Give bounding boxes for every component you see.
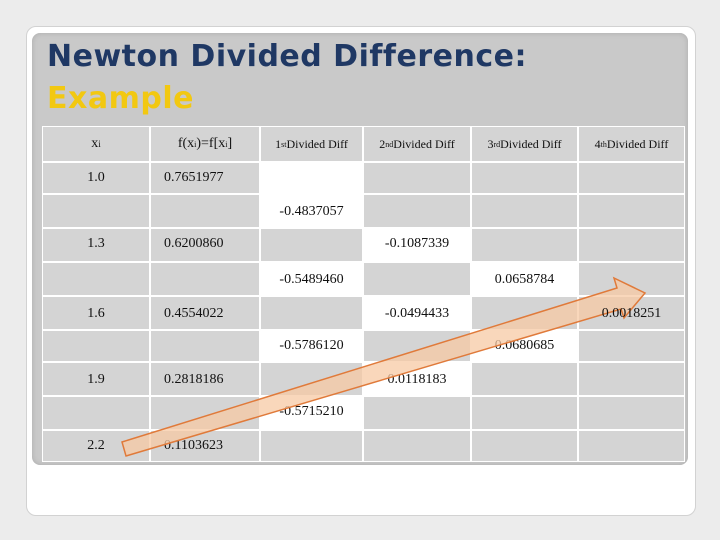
x-value: 1.0 [87, 170, 105, 185]
d2-value: -0.1087339 [384, 236, 450, 251]
table-cell-bg [151, 229, 259, 261]
x-value: 1.3 [87, 236, 105, 251]
title-line-1: Newton Divided Difference: [47, 39, 527, 74]
d3-value: 0.0658784 [494, 272, 555, 287]
d1-value: -0.5786120 [279, 338, 344, 353]
f-value: 0.7651977 [164, 170, 224, 185]
table-cell-bg [151, 363, 259, 395]
table-cell-bg [261, 163, 362, 193]
table-cell-bg [472, 229, 577, 261]
table-cell-bg [43, 163, 149, 193]
table-cell-bg [151, 297, 259, 329]
table-cell-bg [579, 331, 684, 361]
title-line-2: Example [47, 81, 194, 116]
table-cell-bg [43, 331, 149, 361]
table-cell-bg [579, 163, 684, 193]
table-cell-bg [364, 297, 470, 329]
table-cell-bg [579, 127, 684, 161]
f-value: 0.1103623 [164, 438, 223, 453]
table-cell-bg [151, 195, 259, 227]
d1-value: -0.4837057 [279, 204, 344, 219]
header-fxi: f(x i)=f[x i] [177, 136, 233, 151]
table-cell-bg [364, 397, 470, 429]
table-cell-bg [364, 229, 470, 261]
table-cell-bg [43, 263, 149, 295]
table-cell-bg [43, 397, 149, 429]
table-cell-bg [472, 431, 577, 461]
slide-title: Newton Divided Difference: Example [47, 36, 527, 120]
table-cell-bg [261, 331, 362, 361]
table-cell-bg [472, 195, 577, 227]
table-cell-bg [151, 331, 259, 361]
table-cell-bg [261, 431, 362, 461]
d2-value: 0.0118183 [387, 372, 447, 387]
table-cell-bg [151, 263, 259, 295]
d1-value: -0.5489460 [279, 272, 344, 287]
table-cell-bg [261, 229, 362, 261]
x-value: 1.6 [87, 306, 105, 321]
table-cell-bg [261, 127, 362, 161]
table-cell-bg [364, 263, 470, 295]
d1-value: -0.5715210 [279, 404, 344, 419]
table-cell-bg [579, 363, 684, 395]
table-cell-bg [43, 127, 149, 161]
table-cell-bg [43, 195, 149, 227]
f-value: 0.2818186 [164, 372, 224, 387]
table-cell-bg [261, 263, 362, 295]
table-cell-bg [151, 163, 259, 193]
d4-value: 0.0018251 [601, 306, 662, 321]
table-cell-bg [579, 195, 684, 227]
table-cell-bg [472, 127, 577, 161]
diagonal-arrow-icon [121, 276, 647, 457]
table-cell-bg [472, 397, 577, 429]
table-cell-bg [579, 229, 684, 261]
table-cell-bg [43, 363, 149, 395]
table-cell-bg [364, 431, 470, 461]
x-value: 2.2 [87, 438, 105, 453]
table-cell-bg [472, 263, 577, 295]
table-cell-bg [151, 127, 259, 161]
x-value: 1.9 [87, 372, 105, 387]
d2-value: -0.0494433 [384, 306, 450, 321]
table-cell-bg [261, 195, 362, 227]
table-cell-bg [579, 431, 684, 461]
f-value: 0.6200860 [164, 236, 224, 251]
table-cell-bg [364, 163, 470, 193]
table-cell-bg [472, 363, 577, 395]
f-value: 0.4554022 [164, 306, 224, 321]
table-cell-bg [261, 297, 362, 329]
table-cell-bg [43, 297, 149, 329]
table-cell-bg [43, 229, 149, 261]
table-cell-bg [472, 163, 577, 193]
table-cell-bg [579, 397, 684, 429]
table-cell-bg [364, 195, 470, 227]
table-cell-bg [364, 127, 470, 161]
